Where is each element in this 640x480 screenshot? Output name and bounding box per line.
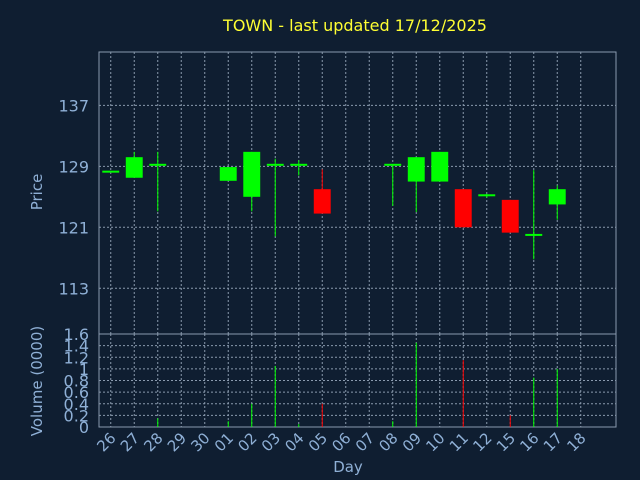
volume-tick-label: 1: [79, 360, 89, 379]
day-tick-label: 26: [93, 429, 119, 455]
candle-10: [431, 151, 449, 182]
volume-axis-ticks: 00.20.40.60.811.21.41.6: [64, 325, 89, 437]
candle-body: [548, 189, 566, 205]
volume-tick-label: 0.8: [64, 372, 89, 391]
price-tick-label: 121: [58, 218, 89, 237]
candle-28: [149, 151, 167, 212]
candle-body: [149, 163, 167, 166]
candle-09: [407, 157, 425, 213]
candle-body: [290, 163, 308, 166]
day-tick-label: 10: [422, 429, 448, 455]
volume-tick-label: 0.6: [64, 383, 89, 402]
day-tick-label: 11: [446, 429, 472, 455]
volume-tick-label: 0.4: [64, 395, 89, 414]
day-tick-label: 16: [516, 429, 542, 455]
day-tick-label: 18: [563, 429, 589, 455]
day-tick-label: 12: [469, 429, 495, 455]
day-tick-label: 04: [281, 429, 307, 455]
price-plot-frame: [98, 51, 617, 335]
volume-grid: [99, 333, 616, 428]
day-tick-label: 06: [328, 429, 354, 455]
candle-body: [384, 163, 402, 166]
day-tick-label: 09: [399, 429, 425, 455]
volume-tick-label: 0: [79, 418, 89, 437]
candle-17: [548, 185, 566, 220]
chart-title: TOWN - last updated 17/12/2025: [222, 16, 487, 35]
volume-tick-label: 1.2: [64, 348, 89, 367]
day-tick-label: 15: [493, 429, 519, 455]
day-tick-label: 01: [211, 429, 237, 455]
price-tick-label: 137: [58, 96, 89, 115]
day-tick-label: 29: [164, 429, 190, 455]
day-tick-label: 08: [375, 429, 401, 455]
day-axis-label: Day: [333, 458, 363, 476]
day-tick-label: 27: [117, 429, 143, 455]
candle-02: [243, 151, 261, 212]
price-axis-label: Price: [28, 174, 46, 211]
price-tick-label: 129: [58, 157, 89, 176]
volume-panel: 00.20.40.60.811.21.41.6 Volume (0000): [28, 325, 617, 437]
candle-15: [501, 199, 519, 233]
candle-body: [478, 194, 496, 197]
candle-04: [290, 160, 308, 176]
candle-11: [454, 189, 472, 228]
day-tick-label: 05: [305, 429, 331, 455]
price-axis-ticks: 113 121 129 137: [58, 96, 89, 298]
candle-body: [407, 157, 425, 182]
day-axis-ticks: 2627282930010203040506070809101112151617…: [93, 429, 589, 455]
candle-27: [125, 151, 143, 178]
candle-body: [454, 189, 472, 228]
candle-05: [313, 169, 331, 214]
volume-tick-label: 0.2: [64, 406, 89, 425]
candle-body: [125, 157, 143, 178]
candle-26: [102, 170, 120, 173]
candles: [102, 151, 566, 260]
candle-body: [266, 163, 284, 166]
volume-axis-label: Volume (0000): [28, 326, 46, 436]
day-tick-label: 17: [540, 429, 566, 455]
price-grid: [99, 52, 616, 334]
candle-body: [102, 170, 120, 173]
price-panel: 113 121 129 137 Price: [28, 51, 617, 335]
candle-12: [478, 193, 496, 198]
volume-bars: [157, 342, 558, 427]
day-tick-label: 30: [187, 429, 213, 455]
candle-body: [525, 233, 543, 236]
candle-body: [219, 167, 237, 181]
day-tick-label: 03: [258, 429, 284, 455]
volume-plot-frame: [98, 333, 617, 428]
candle-16: [525, 170, 543, 260]
candle-body: [313, 189, 331, 214]
candle-body: [501, 199, 519, 233]
price-tick-label: 113: [58, 279, 89, 298]
candle-body: [431, 151, 449, 182]
candle-03: [266, 158, 284, 237]
candle-body: [243, 151, 261, 197]
volume-tick-label: 1.4: [64, 337, 89, 356]
day-tick-label: 07: [352, 429, 378, 455]
day-tick-label: 28: [140, 429, 166, 455]
candle-01: [219, 167, 237, 181]
day-tick-label: 02: [234, 429, 260, 455]
volume-tick-label: 1.6: [64, 325, 89, 344]
candle-08: [384, 163, 402, 206]
